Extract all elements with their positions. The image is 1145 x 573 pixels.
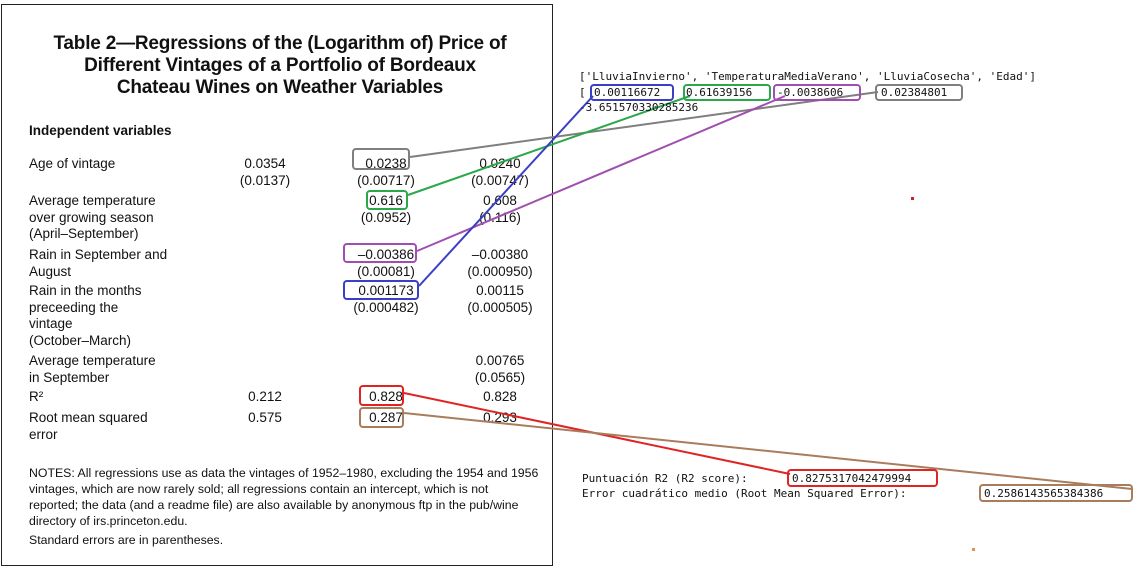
cell-age-c1: 0.0354 (0.0137) xyxy=(239,156,291,188)
rmse-label: Error cuadrático medio (Root Mean Square… xyxy=(582,487,907,500)
highlight-temp-c2 xyxy=(366,190,408,210)
highlight-coef-blue xyxy=(590,84,674,101)
cell-rmse-c1: 0.575 xyxy=(248,410,282,425)
cell-rainsept-c2: –0.00386 (0.00081) xyxy=(357,247,415,279)
cell-age-c2: 0.0238 (0.00717) xyxy=(357,156,415,188)
independent-variables-header: Independent variables xyxy=(29,123,172,138)
highlight-r2-c2 xyxy=(359,385,404,406)
connector-brown xyxy=(403,412,1133,490)
cell-r2-c2: 0.828 xyxy=(369,389,403,404)
coef-temp-media-verano: 0.61639156 xyxy=(686,86,753,99)
feature-list-output: ['LluviaInvierno', 'TemperaturaMediaVera… xyxy=(579,70,1036,83)
connector-purple xyxy=(416,95,786,252)
row-label-rain-sept: Rain in September and August xyxy=(29,247,168,279)
row-label-avg-temp: Average temperature over growing season … xyxy=(29,193,156,241)
highlight-rmse-output xyxy=(979,484,1133,502)
cell-r2-c3: 0.828 xyxy=(483,389,517,404)
table-title-line-1: Table 2—Regressions of the (Logarithm of… xyxy=(53,33,507,54)
cell-r2-c1: 0.212 xyxy=(248,389,282,404)
cell-rainsept-c3: –0.00380 (0.000950) xyxy=(467,247,533,279)
highlight-rainmonths-c2 xyxy=(343,280,419,300)
r2-score-value: 0.8275317042479994 xyxy=(792,472,912,485)
table-notes: NOTES: All regressions use as data the v… xyxy=(29,466,539,528)
highlight-r2-output xyxy=(787,469,938,487)
row-label-r2: R² xyxy=(29,389,44,404)
cell-rmse-c2: 0.287 xyxy=(369,410,403,425)
coef-edad: 0.02384801 xyxy=(881,86,948,99)
row-label-avg-temp-sept: Average temperature in September xyxy=(29,353,156,385)
cell-temp-c2: 0.616 (0.0952) xyxy=(360,193,412,225)
cell-tempsept-c3: 0.00765 (0.0565) xyxy=(474,353,526,385)
highlight-coef-green xyxy=(683,84,771,101)
standard-errors-note: Standard errors are in parentheses. xyxy=(29,533,224,547)
row-label-rain-months: Rain in the months preceeding the vintag… xyxy=(29,283,142,348)
rmse-value: 0.2586143565384386 xyxy=(984,487,1104,500)
coef-lluvia-cosecha: -0.0038606 xyxy=(777,86,844,99)
row-label-rmse: Root mean squared error xyxy=(29,410,148,442)
coef-lluvia-invierno: 0.00116672 xyxy=(594,86,661,99)
highlight-age-c2 xyxy=(352,148,410,170)
cell-rainmonths-c2: 0.001173 (0.000482) xyxy=(353,283,419,315)
r2-score-label: Puntuación R2 (R2 score): xyxy=(582,472,748,485)
intercept-output: -3.651570330285236 xyxy=(579,101,699,114)
stray-red-dot xyxy=(911,197,914,200)
cell-rainmonths-c3: 0.00115 (0.000505) xyxy=(467,283,533,315)
highlight-coef-gray xyxy=(875,84,963,101)
coef-open-bracket: [ xyxy=(579,86,586,99)
table-title-line-2: Different Vintages of a Portfolio of Bor… xyxy=(84,55,476,76)
stray-orange-dot xyxy=(972,548,975,551)
highlight-rainsept-c2 xyxy=(343,243,417,263)
regression-table-card: Table 2—Regressions of the (Logarithm of… xyxy=(1,4,553,566)
row-label-age: Age of vintage xyxy=(29,156,116,171)
connector-blue xyxy=(418,95,594,287)
table-title-line-3: Chateau Wines on Weather Variables xyxy=(116,77,444,98)
connector-gray xyxy=(409,91,879,158)
highlight-rmse-c2 xyxy=(359,407,404,428)
highlight-coef-purple xyxy=(773,84,861,101)
